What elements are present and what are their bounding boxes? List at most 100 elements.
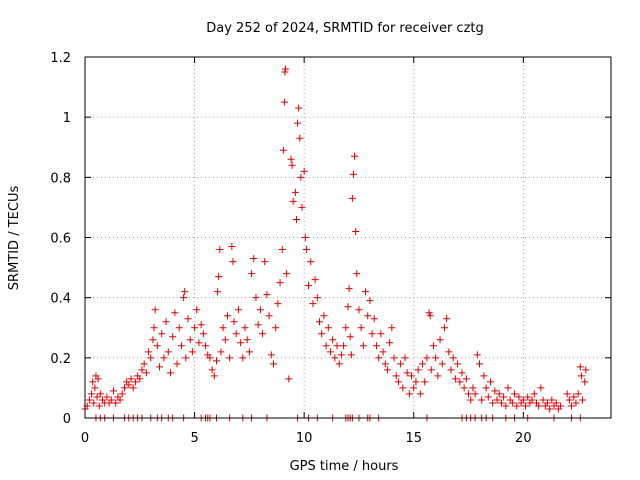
data-point (340, 342, 348, 350)
data-point (530, 390, 538, 398)
data-point (535, 402, 543, 410)
data-point (305, 282, 313, 290)
data-point (131, 378, 139, 386)
data-point (557, 402, 565, 410)
data-point (493, 396, 501, 404)
data-point (316, 318, 324, 326)
data-point (171, 309, 179, 317)
y-axis-label: SRMTID / TECUs (7, 186, 22, 291)
x-tick-label: 5 (190, 431, 198, 446)
data-point (372, 342, 380, 350)
data-point (210, 372, 218, 380)
data-point (469, 384, 477, 392)
data-point (390, 354, 398, 362)
data-point (410, 384, 418, 392)
data-point (362, 288, 370, 296)
data-point (471, 390, 479, 398)
data-point (292, 215, 300, 223)
data-point (241, 324, 249, 332)
data-point (447, 366, 455, 374)
data-point (280, 98, 288, 106)
grid-lines (85, 57, 611, 418)
data-point (199, 330, 207, 338)
data-point (345, 285, 353, 293)
data-point (195, 339, 203, 347)
data-point (500, 393, 508, 401)
data-point (287, 155, 295, 163)
data-point (368, 330, 376, 338)
data-point (388, 324, 396, 332)
y-tick-label: 0.2 (50, 352, 71, 367)
data-point (425, 309, 433, 317)
data-point (348, 194, 356, 202)
data-point (351, 152, 359, 160)
data-point (377, 330, 385, 338)
data-point (524, 393, 532, 401)
data-point (150, 324, 158, 332)
data-point (164, 348, 172, 356)
data-point (473, 351, 481, 359)
x-tick-label: 20 (515, 431, 532, 446)
data-point (366, 297, 374, 305)
data-point (151, 306, 159, 314)
data-point (465, 390, 473, 398)
data-point (480, 372, 488, 380)
data-point (230, 318, 238, 326)
data-point (214, 288, 222, 296)
y-tick-label: 1.2 (50, 51, 71, 66)
data-point (127, 375, 135, 383)
data-point (347, 351, 355, 359)
data-point (504, 384, 512, 392)
data-point (175, 324, 183, 332)
y-tick-label: 1 (63, 111, 71, 126)
data-point (484, 393, 492, 401)
data-point (515, 393, 523, 401)
data-point (254, 321, 262, 329)
data-point (149, 336, 157, 344)
data-point (278, 246, 286, 254)
data-point (427, 366, 435, 374)
data-point (449, 354, 457, 362)
data-point (112, 399, 120, 407)
data-point (193, 306, 201, 314)
data-point (116, 396, 124, 404)
data-point (403, 369, 411, 377)
data-point (502, 402, 510, 410)
data-point (429, 342, 437, 350)
data-point (436, 336, 444, 344)
data-point (158, 330, 166, 338)
data-point (416, 390, 424, 398)
data-point (267, 351, 275, 359)
data-point (282, 65, 290, 73)
data-point (467, 396, 475, 404)
data-point (302, 246, 310, 254)
data-point (186, 336, 194, 344)
data-point (234, 306, 242, 314)
data-point (440, 324, 448, 332)
data-point (359, 342, 367, 350)
data-point (250, 255, 258, 263)
data-point (460, 384, 468, 392)
data-point (386, 339, 394, 347)
data-points (81, 65, 590, 422)
data-point (307, 258, 315, 266)
data-point (206, 354, 214, 362)
data-point (326, 348, 334, 356)
data-point (248, 270, 256, 278)
data-point (107, 396, 115, 404)
data-point (265, 312, 273, 320)
data-point (405, 390, 413, 398)
axes: 0 0.2 0.4 0.6 0.8 1 1.2 0 5 10 15 20 (50, 51, 611, 446)
data-point (252, 294, 260, 302)
data-point (399, 384, 407, 392)
data-point (274, 300, 282, 308)
data-point (109, 387, 117, 395)
data-point (191, 324, 199, 332)
data-point (181, 288, 189, 296)
data-point (572, 399, 580, 407)
data-point (462, 375, 470, 383)
data-point (245, 348, 253, 356)
data-point (269, 360, 277, 368)
data-point (357, 324, 365, 332)
data-point (213, 357, 220, 365)
